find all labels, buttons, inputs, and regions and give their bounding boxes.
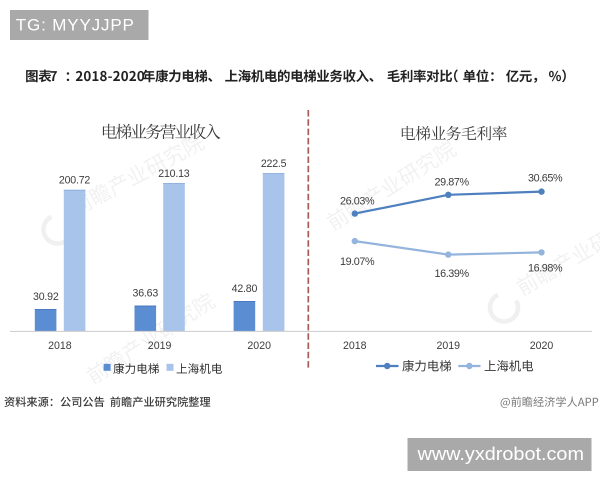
svg-text:42.80: 42.80: [232, 283, 258, 295]
svg-text:2019: 2019: [148, 340, 172, 352]
svg-text:36.63: 36.63: [133, 288, 159, 300]
svg-text:2019: 2019: [437, 340, 461, 352]
svg-text:2018: 2018: [48, 340, 72, 352]
svg-text:30.65%: 30.65%: [528, 173, 563, 185]
svg-text:16.98%: 16.98%: [528, 262, 563, 274]
svg-text:29.87%: 29.87%: [435, 176, 470, 188]
svg-text:www.yxdrobot.com: www.yxdrobot.com: [416, 444, 584, 464]
svg-text:30.92: 30.92: [33, 291, 59, 303]
svg-text:200.72: 200.72: [59, 175, 91, 187]
svg-text:26.03%: 26.03%: [340, 195, 375, 207]
svg-text:2020: 2020: [530, 340, 554, 352]
svg-text:19.07%: 19.07%: [340, 256, 375, 268]
svg-text:2018: 2018: [343, 340, 367, 352]
svg-text:16.39%: 16.39%: [435, 268, 470, 280]
svg-text:222.5: 222.5: [261, 158, 287, 170]
svg-text:TG: MYYJJPP: TG: MYYJJPP: [16, 16, 135, 35]
svg-text:2020: 2020: [247, 340, 271, 352]
svg-text:210.13: 210.13: [158, 168, 190, 180]
